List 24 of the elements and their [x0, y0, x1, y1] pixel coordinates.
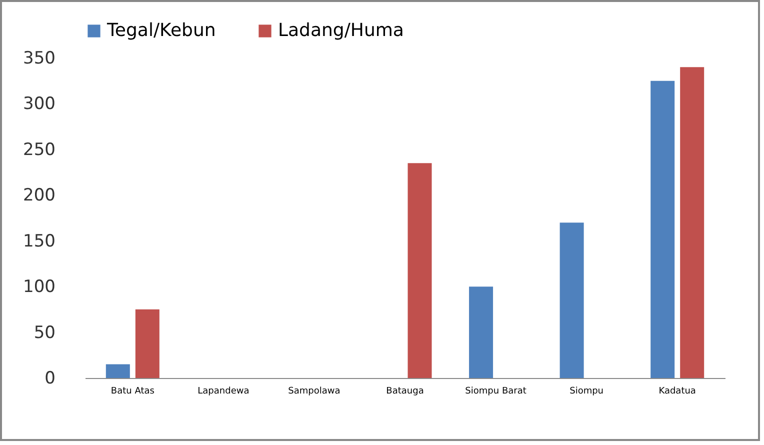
y-tick-label: 0 — [44, 368, 56, 388]
x-tick-label: Batauga — [386, 386, 424, 396]
legend-label: Tegal/Kebun — [106, 20, 216, 41]
x-tick-label: Lapandewa — [198, 386, 250, 396]
bar — [680, 67, 704, 378]
x-tick-label: Kadatua — [658, 386, 696, 396]
x-tick-label: Siompu Barat — [465, 386, 527, 396]
x-tick-label: Siompu — [570, 386, 604, 396]
y-tick-label: 150 — [23, 231, 56, 252]
bar — [560, 222, 584, 378]
x-tick-label: Batu Atas — [110, 386, 155, 396]
y-tick-label: 50 — [34, 322, 56, 343]
bar — [650, 80, 675, 378]
y-tick-label: 250 — [23, 140, 56, 160]
y-tick-label: 200 — [23, 186, 56, 206]
x-tick-label: Sampolawa — [288, 386, 340, 396]
bar — [135, 309, 160, 378]
y-tick-label: 100 — [23, 277, 56, 298]
legend-label: Ladang/Huma — [278, 20, 404, 41]
y-tick-label: 300 — [23, 94, 56, 114]
bar — [469, 286, 494, 378]
bar — [106, 364, 130, 378]
bar — [408, 163, 432, 378]
y-tick-label: 350 — [23, 48, 56, 68]
